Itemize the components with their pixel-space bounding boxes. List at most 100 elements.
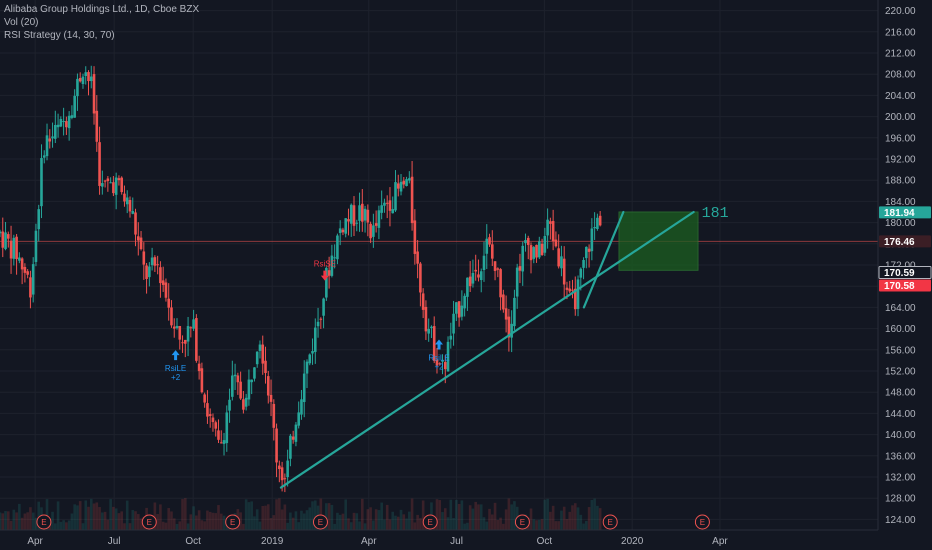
trendline [279, 210, 695, 489]
volume-indicator-label[interactable]: Vol (20) [4, 17, 39, 28]
candle-body [499, 269, 502, 298]
earnings-marker-label: E [608, 518, 613, 527]
candle-body [92, 74, 96, 114]
candle-body [551, 221, 555, 242]
volume-bar [419, 518, 422, 530]
candle-body [145, 265, 148, 279]
candle-body [23, 266, 27, 273]
candle-body [554, 239, 558, 247]
candle-body [81, 76, 85, 85]
volume-bar [200, 520, 204, 530]
symbol-title[interactable]: Alibaba Group Holdings Ltd., 1D, Cboe BZ… [4, 4, 200, 15]
signal-quantity: +2 [434, 363, 444, 372]
candle-body [283, 478, 287, 480]
candle-body [250, 379, 253, 383]
volume-bar [242, 523, 245, 530]
time-tick-label: Jul [450, 536, 463, 547]
candle-body [1, 231, 5, 248]
price-tick-label: 212.00 [885, 49, 916, 60]
volume-bar [540, 519, 544, 530]
candle-body [181, 342, 184, 344]
volume-bar [416, 514, 419, 530]
candle-body [266, 376, 270, 396]
candle-body [576, 279, 580, 309]
volume-bar [532, 519, 536, 530]
candlesticks [0, 65, 602, 493]
volume-bar [341, 513, 345, 530]
candle-body [313, 327, 317, 352]
volume-bar [593, 498, 596, 530]
volume-bar [573, 503, 577, 530]
candle-body [396, 183, 400, 189]
price-tick-label: 140.00 [885, 430, 916, 441]
candle-body [272, 403, 276, 428]
candle-body [175, 325, 179, 329]
price-tag-label: 181.94 [884, 208, 915, 219]
strategy-indicator-label[interactable]: RSI Strategy (14, 30, 70) [4, 30, 115, 41]
volume-bar [217, 505, 220, 530]
volume-bar [380, 502, 383, 530]
candle-body [369, 223, 372, 239]
volume-bar [385, 504, 389, 530]
candle-body [347, 219, 350, 222]
volume-bar [112, 506, 115, 530]
candle-body [549, 221, 552, 224]
price-tick-label: 152.00 [885, 367, 916, 378]
candle-body [106, 178, 110, 182]
candle-body [172, 326, 176, 329]
price-tick-label: 216.00 [885, 27, 916, 38]
candle-body [322, 298, 325, 316]
candle-body [471, 273, 475, 284]
trendlines[interactable] [279, 210, 695, 489]
candle-body [206, 403, 209, 417]
signal-quantity: +2 [171, 373, 181, 382]
candle-body [203, 394, 206, 403]
candle-body [482, 255, 486, 271]
price-tag-bg [879, 279, 931, 292]
earnings-marker-label: E [520, 518, 525, 527]
candle-body [208, 414, 212, 416]
price-tag-label: 170.59 [884, 268, 915, 279]
candle-body [488, 237, 491, 245]
candle-body [197, 363, 201, 372]
volume-bar [73, 504, 76, 530]
volume-bar [560, 510, 563, 530]
candle-body [571, 289, 574, 291]
volume-bar [358, 521, 361, 530]
candle-body [529, 245, 533, 261]
volume-bar [336, 512, 339, 530]
candle-body [546, 219, 549, 236]
volume-bar [538, 519, 541, 530]
volume-bar [89, 498, 93, 530]
candle-body [419, 263, 422, 293]
candle-body [540, 243, 544, 255]
volume-bar [23, 513, 27, 530]
volume-bar [289, 512, 292, 530]
candle-body [153, 257, 157, 266]
volume-bar [283, 504, 287, 530]
candle-body [590, 228, 594, 252]
volume-bar [565, 519, 569, 530]
volume-bar [413, 522, 417, 530]
candle-body [430, 326, 433, 329]
price-tick-label: 188.00 [885, 176, 916, 187]
volume-bar [421, 500, 425, 530]
price-tag-label: 170.58 [884, 281, 915, 292]
earnings-marker-icon [694, 514, 710, 530]
volume-bar [590, 499, 594, 530]
volume-bar [344, 499, 348, 530]
time-axis[interactable]: Apr Jul Oct 2019 Apr Jul Oct 2020 Apr [0, 529, 932, 550]
volume-bar [159, 504, 162, 530]
volume-bar [70, 513, 74, 530]
candle-body [34, 230, 38, 262]
volume-bar [20, 517, 24, 530]
target-box[interactable] [618, 211, 699, 271]
candle-body [560, 256, 563, 269]
volume-bar [485, 521, 489, 530]
candle-body [441, 360, 444, 362]
candle-body [538, 241, 541, 258]
candle-body [0, 231, 2, 234]
candle-body [84, 72, 88, 76]
